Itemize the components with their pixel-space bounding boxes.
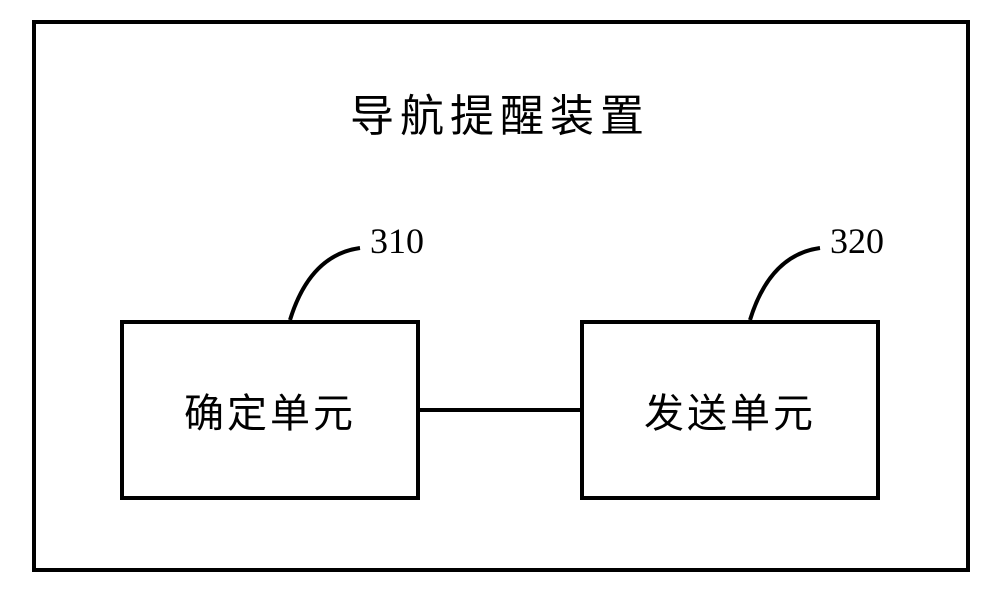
lead-path-right: [750, 248, 820, 320]
diagram-canvas: 导航提醒装置 确定单元 310 发送单元 320: [0, 0, 1000, 592]
ref-label-right: 320: [830, 220, 884, 262]
connector-line: [420, 408, 580, 412]
lead-line-right: [0, 0, 1000, 592]
